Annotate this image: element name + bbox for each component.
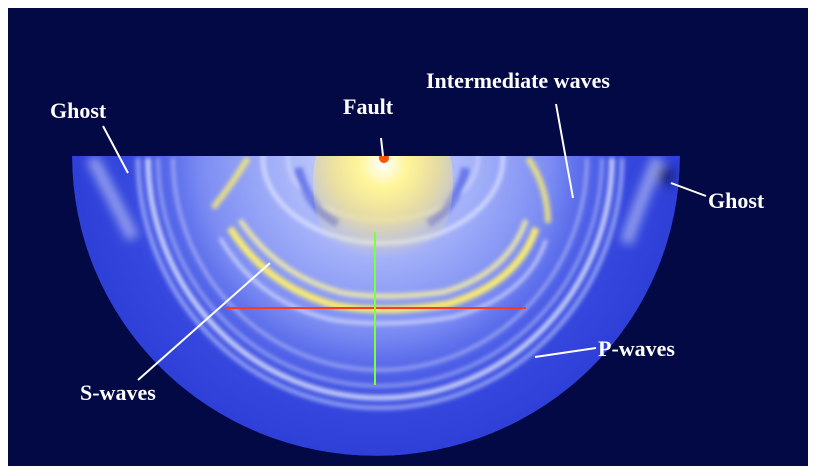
intermediate-waves-label: Intermediate waves [426, 68, 610, 93]
pointer-lines [102, 103, 707, 381]
s-waves-label: S-waves [80, 380, 156, 405]
ghost-left-label: Ghost [50, 98, 107, 123]
p-wave-fronts [136, 157, 624, 410]
s-waves-pointer [137, 262, 271, 381]
p-waves-pointer [534, 347, 597, 358]
fault-label: Fault [343, 94, 394, 119]
intermediate-pointer [555, 103, 574, 199]
s-wave-fronts [210, 156, 551, 325]
ghost-artifacts [86, 156, 676, 245]
wave-simulation-figure: Ghost Fault Intermediate waves Ghost P-w… [8, 8, 808, 466]
ghost-right-pointer [670, 182, 707, 197]
ghost-left-pointer [102, 125, 129, 174]
fault-source [379, 156, 389, 163]
fault-pointer [380, 137, 384, 157]
ghost-right-label: Ghost [708, 188, 765, 213]
p-waves-label: P-waves [598, 336, 675, 361]
fault-glow [313, 156, 453, 278]
